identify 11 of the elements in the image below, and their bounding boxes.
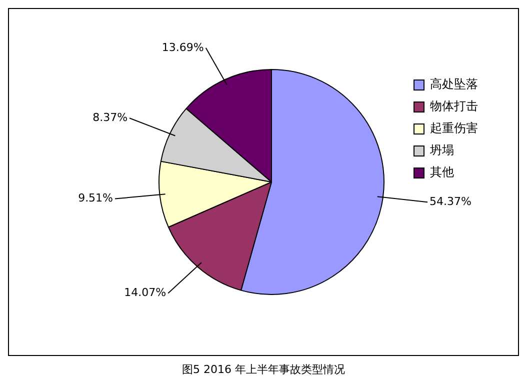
text: 图5 2016 年上半年事故类型情况 [181, 362, 346, 377]
legend-label: 高处坠落 [430, 77, 478, 92]
legend-label: 起重伤害 [430, 121, 478, 136]
data-label: 14.07% [124, 286, 166, 300]
data-label: 8.37% [92, 110, 128, 124]
legend-label: 其他 [430, 165, 454, 180]
legend-label: 物体打击 [430, 99, 478, 114]
data-label: 54.37% [430, 195, 472, 208]
data-label: 9.51% [78, 192, 114, 205]
data-label: 13.69% [162, 40, 204, 54]
legend-label: 坍塌 [429, 143, 454, 158]
